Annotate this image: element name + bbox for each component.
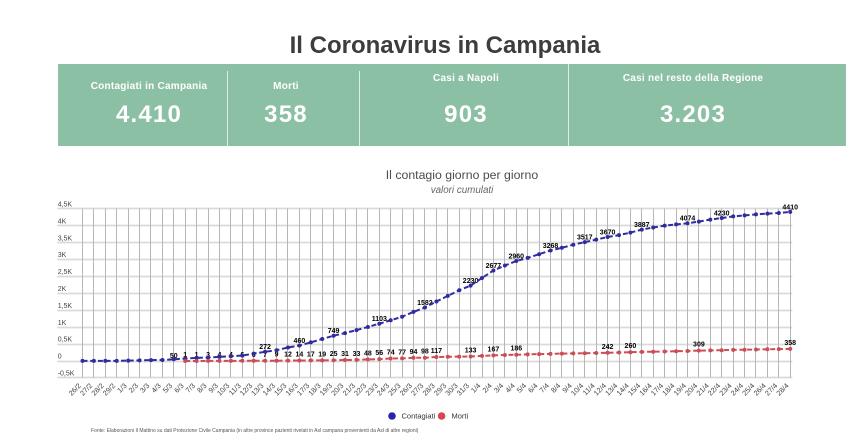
svg-text:31/3: 31/3 bbox=[455, 381, 471, 397]
svg-text:3268: 3268 bbox=[543, 243, 559, 250]
svg-text:4K: 4K bbox=[58, 218, 67, 225]
svg-text:3670: 3670 bbox=[600, 229, 616, 236]
svg-text:3887: 3887 bbox=[634, 222, 650, 229]
svg-text:0: 0 bbox=[58, 354, 62, 361]
svg-text:Morti: Morti bbox=[452, 412, 469, 421]
svg-text:4410: 4410 bbox=[782, 204, 798, 211]
svg-text:0,5K: 0,5K bbox=[58, 337, 73, 344]
svg-text:3: 3 bbox=[206, 352, 210, 359]
svg-text:29/2: 29/2 bbox=[101, 381, 117, 397]
svg-text:19: 19 bbox=[318, 351, 326, 358]
svg-text:3,5K: 3,5K bbox=[58, 235, 73, 242]
svg-text:4,5K: 4,5K bbox=[58, 202, 73, 209]
svg-text:2,5K: 2,5K bbox=[58, 269, 73, 276]
svg-text:9: 9 bbox=[275, 352, 279, 359]
svg-text:309: 309 bbox=[693, 342, 705, 349]
svg-text:77: 77 bbox=[398, 349, 406, 356]
svg-text:-0,5K: -0,5K bbox=[58, 371, 75, 378]
svg-text:74: 74 bbox=[387, 350, 395, 357]
svg-text:Contagiati: Contagiati bbox=[402, 412, 436, 421]
svg-text:186: 186 bbox=[510, 346, 522, 353]
svg-text:25: 25 bbox=[330, 351, 338, 358]
svg-text:460: 460 bbox=[294, 338, 306, 345]
svg-text:33: 33 bbox=[353, 351, 361, 358]
svg-text:4230: 4230 bbox=[714, 210, 730, 217]
svg-text:133: 133 bbox=[465, 348, 477, 355]
svg-text:1: 1 bbox=[183, 352, 187, 359]
svg-text:167: 167 bbox=[488, 346, 500, 353]
svg-text:3517: 3517 bbox=[577, 235, 593, 242]
svg-text:56: 56 bbox=[375, 350, 383, 357]
svg-text:98: 98 bbox=[421, 349, 429, 356]
svg-text:94: 94 bbox=[410, 349, 418, 356]
svg-text:260: 260 bbox=[625, 343, 637, 350]
svg-text:1,5K: 1,5K bbox=[58, 303, 73, 310]
svg-text:3K: 3K bbox=[58, 252, 67, 259]
svg-text:1: 1 bbox=[195, 352, 199, 359]
svg-text:1103: 1103 bbox=[372, 316, 387, 323]
svg-text:1582: 1582 bbox=[417, 300, 433, 307]
svg-text:749: 749 bbox=[328, 328, 340, 335]
svg-text:2230: 2230 bbox=[463, 278, 479, 285]
svg-text:14: 14 bbox=[296, 352, 304, 359]
svg-text:117: 117 bbox=[431, 348, 442, 355]
svg-text:12: 12 bbox=[284, 352, 292, 359]
svg-text:1K: 1K bbox=[58, 320, 67, 327]
svg-text:48: 48 bbox=[364, 350, 372, 357]
svg-text:2960: 2960 bbox=[509, 253, 525, 260]
svg-text:4074: 4074 bbox=[680, 216, 696, 223]
svg-text:242: 242 bbox=[602, 344, 614, 351]
svg-text:358: 358 bbox=[784, 340, 796, 347]
svg-text:28/4: 28/4 bbox=[774, 381, 790, 397]
svg-text:50: 50 bbox=[170, 353, 178, 360]
svg-text:272: 272 bbox=[259, 344, 271, 351]
svg-text:17: 17 bbox=[307, 351, 315, 358]
svg-text:7: 7 bbox=[263, 352, 267, 359]
svg-text:2677: 2677 bbox=[486, 263, 502, 270]
svg-text:2K: 2K bbox=[58, 286, 67, 293]
svg-text:31: 31 bbox=[341, 351, 349, 358]
